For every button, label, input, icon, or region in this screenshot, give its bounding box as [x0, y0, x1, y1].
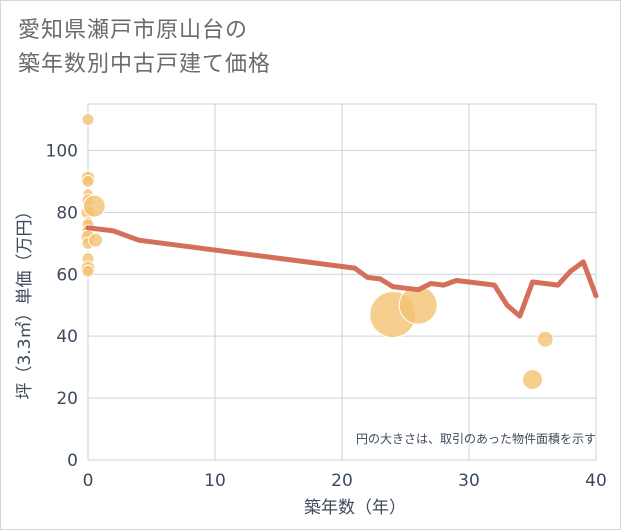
bubble-point [398, 285, 438, 325]
bubble-point [88, 232, 104, 248]
x-tick-label: 30 [458, 471, 480, 491]
chart-title-line-2: 築年数別中古戸建て価格 [18, 52, 272, 77]
bubble-point [82, 194, 106, 218]
bubbles [80, 112, 554, 391]
y-axis-ticks: 0 20 40 60 80 100 [46, 141, 78, 471]
bubble-point [81, 264, 95, 278]
x-tick-label: 10 [204, 471, 226, 491]
bubble-size-note: 円の大きさは、取引のあった物件面積を示す [356, 431, 596, 446]
y-tick-label: 60 [56, 265, 78, 285]
chart-title-line-1: 愛知県瀬戸市原山台の [18, 18, 249, 43]
y-tick-label: 0 [67, 451, 78, 471]
y-tick-label: 40 [56, 327, 78, 347]
x-axis-ticks: 0 10 20 30 40 [83, 471, 607, 491]
y-axis-label: 坪（3.3㎡）単価（万円） [15, 202, 35, 399]
grid [87, 103, 597, 461]
bubble-point [81, 112, 95, 126]
x-tick-label: 20 [331, 471, 353, 491]
chart-title: 愛知県瀬戸市原山台の 築年数別中古戸建て価格 [18, 14, 271, 82]
bubble-point [536, 330, 554, 348]
y-tick-label: 100 [46, 141, 78, 161]
x-tick-label: 40 [585, 471, 607, 491]
x-axis-label: 築年数（年） [304, 498, 406, 518]
y-tick-label: 80 [56, 203, 78, 223]
bubble-point [522, 369, 543, 391]
x-tick-label: 0 [83, 471, 94, 491]
average-price-line [85, 225, 599, 319]
y-tick-label: 20 [56, 389, 78, 409]
bubble-point [81, 174, 95, 188]
